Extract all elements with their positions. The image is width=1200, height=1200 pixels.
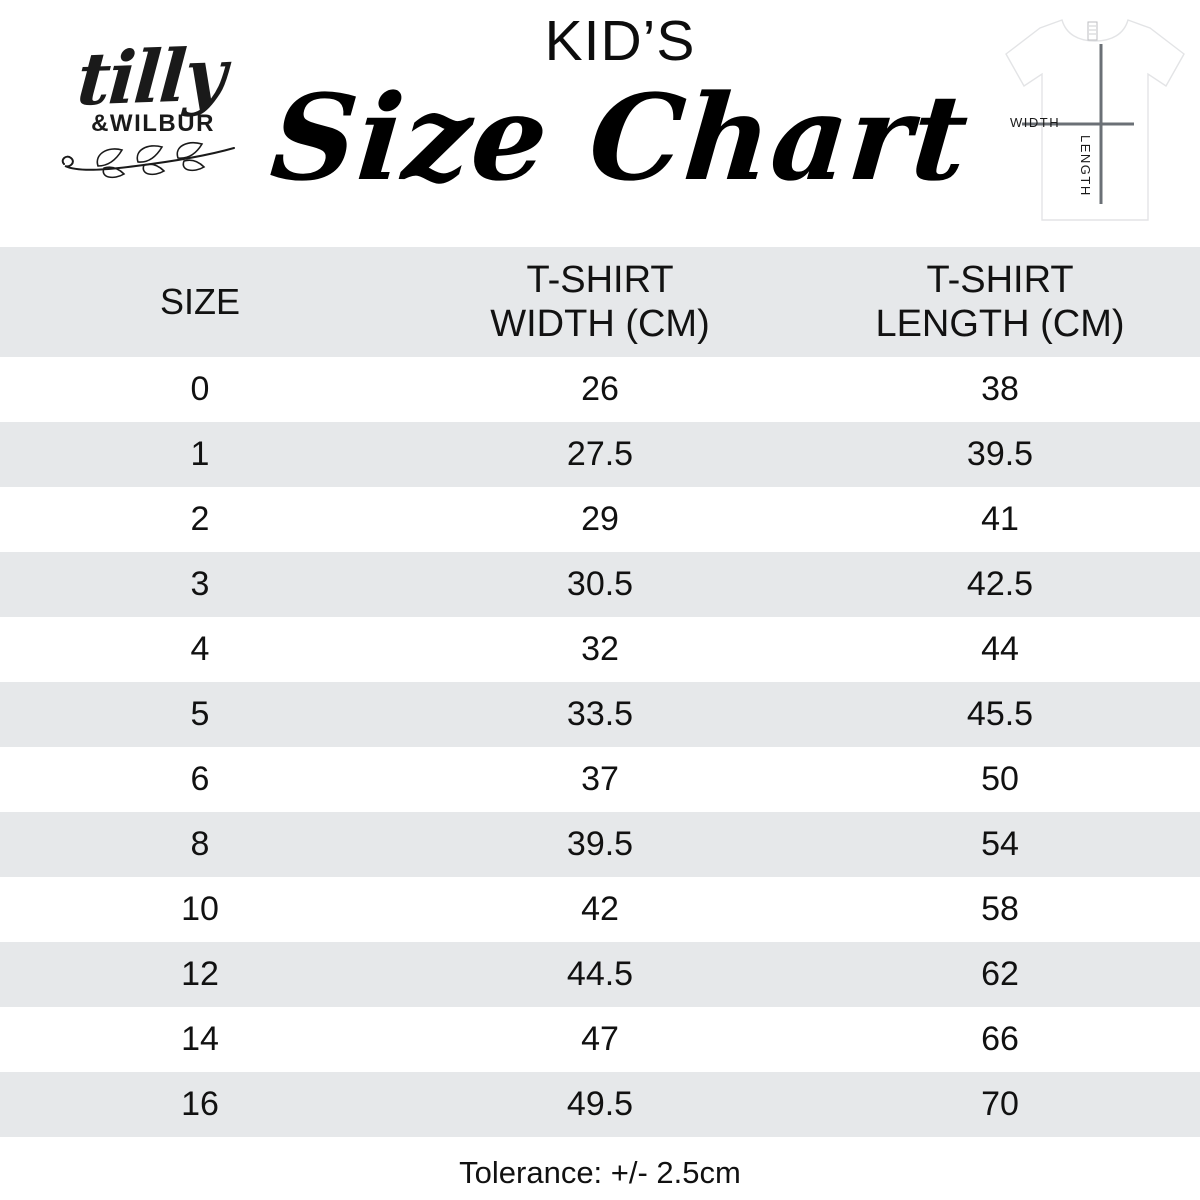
cell-width: 30.5 bbox=[400, 552, 800, 617]
cell-size: 3 bbox=[0, 552, 400, 617]
cell-length: 42.5 bbox=[800, 552, 1200, 617]
header-tshirt-width: T-SHIRT WIDTH (CM) bbox=[400, 247, 800, 357]
cell-length: 58 bbox=[800, 877, 1200, 942]
table-row: 2 29 41 bbox=[0, 487, 1200, 552]
leaf-branch-icon bbox=[46, 140, 256, 180]
tshirt-icon bbox=[1005, 19, 1185, 221]
cell-width: 29 bbox=[400, 487, 800, 552]
tshirt-measurement-diagram: WIDTH LENGTH bbox=[1000, 8, 1190, 233]
cell-size: 2 bbox=[0, 487, 400, 552]
table-body: 0 26 38 1 27.5 39.5 2 29 41 3 30.5 42.5 4 32 44 5 33.5 45… bbox=[0, 357, 1200, 1137]
cell-width: 42 bbox=[400, 877, 800, 942]
brand-logo: tilly &WILBUR bbox=[46, 31, 256, 203]
cell-length: 39.5 bbox=[800, 422, 1200, 487]
table-row: 14 47 66 bbox=[0, 1007, 1200, 1072]
cell-width: 37 bbox=[400, 747, 800, 812]
cell-length: 62 bbox=[800, 942, 1200, 1007]
cell-length: 50 bbox=[800, 747, 1200, 812]
header-size: SIZE bbox=[0, 247, 400, 357]
header-tshirt-width-line2: WIDTH (CM) bbox=[490, 303, 710, 345]
cell-size: 5 bbox=[0, 682, 400, 747]
header-tshirt-length-line1: T-SHIRT bbox=[926, 259, 1074, 301]
table-header-row: SIZE T-SHIRT WIDTH (CM) T-SHIRT LENGTH (… bbox=[0, 247, 1200, 357]
table-row: 1 27.5 39.5 bbox=[0, 422, 1200, 487]
table-row: 0 26 38 bbox=[0, 357, 1200, 422]
header-tshirt-length-line2: LENGTH (CM) bbox=[875, 303, 1125, 345]
brand-script-name: tilly bbox=[74, 31, 228, 122]
cell-length: 66 bbox=[800, 1007, 1200, 1072]
cell-width: 27.5 bbox=[400, 422, 800, 487]
brand-sub-name: &WILBUR bbox=[91, 110, 215, 137]
table-row: 3 30.5 42.5 bbox=[0, 552, 1200, 617]
page-title: KID’S Size Chart bbox=[266, 9, 974, 207]
cell-width: 44.5 bbox=[400, 942, 800, 1007]
header-tshirt-width-line1: T-SHIRT bbox=[526, 259, 674, 301]
cell-size: 14 bbox=[0, 1007, 400, 1072]
size-chart-table: SIZE T-SHIRT WIDTH (CM) T-SHIRT LENGTH (… bbox=[0, 247, 1200, 1137]
cell-width: 26 bbox=[400, 357, 800, 422]
table-row: 10 42 58 bbox=[0, 877, 1200, 942]
cell-length: 54 bbox=[800, 812, 1200, 877]
cell-size: 0 bbox=[0, 357, 400, 422]
title-main: Size Chart bbox=[265, 68, 975, 207]
header-tshirt-length: T-SHIRT LENGTH (CM) bbox=[800, 247, 1200, 357]
cell-size: 16 bbox=[0, 1072, 400, 1137]
table-row: 4 32 44 bbox=[0, 617, 1200, 682]
tolerance-note: Tolerance: +/- 2.5cm bbox=[0, 1137, 1200, 1191]
cell-width: 33.5 bbox=[400, 682, 800, 747]
chart-header: tilly &WILBUR KID’S Size Chart bbox=[0, 0, 1200, 247]
table-row: 16 49.5 70 bbox=[0, 1072, 1200, 1137]
cell-length: 45.5 bbox=[800, 682, 1200, 747]
cell-width: 49.5 bbox=[400, 1072, 800, 1137]
length-measure-label: LENGTH bbox=[1078, 135, 1093, 197]
cell-width: 39.5 bbox=[400, 812, 800, 877]
cell-width: 32 bbox=[400, 617, 800, 682]
table-row: 8 39.5 54 bbox=[0, 812, 1200, 877]
table-row: 12 44.5 62 bbox=[0, 942, 1200, 1007]
cell-length: 44 bbox=[800, 617, 1200, 682]
cell-size: 1 bbox=[0, 422, 400, 487]
cell-length: 70 bbox=[800, 1072, 1200, 1137]
table-row: 6 37 50 bbox=[0, 747, 1200, 812]
cell-size: 8 bbox=[0, 812, 400, 877]
cell-size: 4 bbox=[0, 617, 400, 682]
title-eyebrow: KID’S bbox=[544, 9, 696, 73]
cell-size: 12 bbox=[0, 942, 400, 1007]
table-row: 5 33.5 45.5 bbox=[0, 682, 1200, 747]
cell-length: 41 bbox=[800, 487, 1200, 552]
cell-size: 6 bbox=[0, 747, 400, 812]
cell-width: 47 bbox=[400, 1007, 800, 1072]
cell-size: 10 bbox=[0, 877, 400, 942]
cell-length: 38 bbox=[800, 357, 1200, 422]
width-measure-label: WIDTH bbox=[1010, 115, 1061, 130]
